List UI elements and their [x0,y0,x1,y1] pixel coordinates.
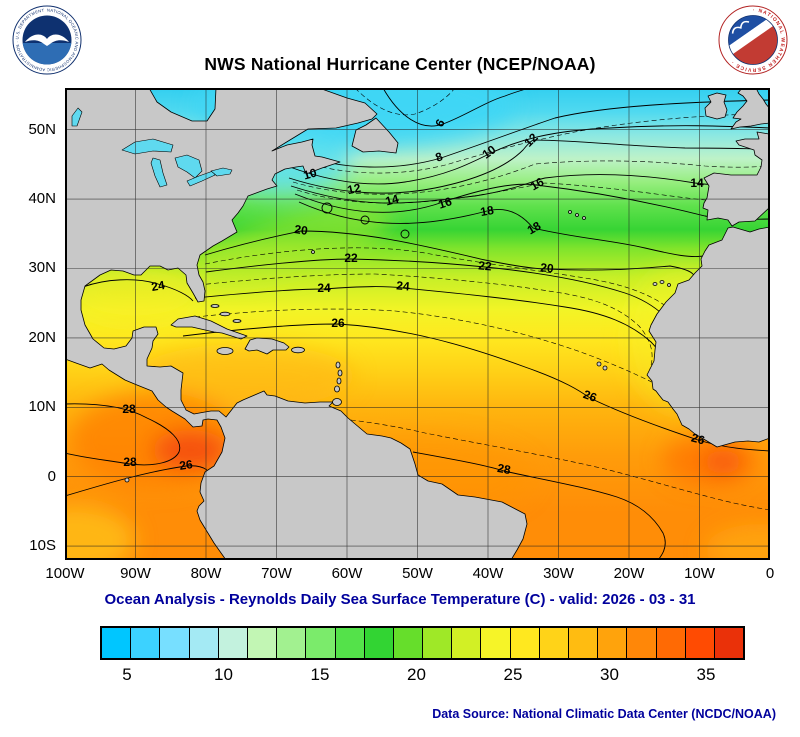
colorbar-cell [452,628,482,658]
x-axis-tick-label: 50W [402,565,433,582]
colorbar-cell [218,628,248,658]
nws-logo-icon: · NATIONAL WEATHER SERVICE · [718,5,788,75]
map-border [65,88,770,560]
y-axis-tick-label: 10S [29,537,56,555]
x-axis-tick-label: 10W [684,565,715,582]
colorbar-tick-label: 25 [503,665,523,684]
colorbar-cell [364,628,394,658]
lake-superior [121,138,174,155]
cuba [170,315,248,340]
colorbar-cell [685,628,715,658]
colorbar-cell [423,628,453,658]
lake-erie [186,170,216,187]
y-axis-tick-label: 40N [28,190,56,208]
y-axis-tick-label: 10N [28,398,56,416]
great-britain [730,88,770,130]
y-axis-tick-label: 50N [28,120,56,138]
x-axis-tick-label: 100W [45,565,85,582]
colorbar-cell [656,628,686,658]
colorbar-cell [481,628,511,658]
x-axis-tick-label: 70W [261,565,292,582]
galapagos [124,477,130,483]
y-axis-tick-label: 20N [28,328,56,346]
great-lakes [71,107,233,188]
noaa-logo: NATIONAL OCEANIC AND ATMOSPHERIC ADMINIS… [10,1,82,75]
colorbar-cell [598,628,628,658]
lake-ontario [210,167,233,177]
lake-huron [174,154,203,179]
puerto-rico [291,346,305,354]
grid-lines [65,88,770,560]
colorbar-cell [714,628,744,658]
colorbar-tick-label: 5 [122,665,132,684]
lake-winnipeg [71,107,83,127]
lake-michigan [150,157,168,188]
y-axis-tick-label: 30N [28,259,56,277]
x-axis-tick-label: 60W [331,565,363,582]
ireland [704,92,728,120]
x-axis-tick-label: 20W [613,565,645,582]
trinidad [332,398,342,406]
colorbar-cell [539,628,569,658]
bermuda [311,250,315,254]
colorbar-cell [306,628,336,658]
colorbar-cell [510,628,540,658]
map-caption: Ocean Analysis - Reynolds Daily Sea Surf… [104,591,696,608]
colorbar-cell [131,628,161,658]
colorbar-tick-label: 10 [214,665,233,684]
iberia-france [702,131,770,227]
colorbar-cell [102,628,132,658]
americas-landmass [65,88,528,560]
nws-logo: · NATIONAL WEATHER SERVICE · [718,5,788,75]
noaa-logo-icon: NATIONAL OCEANIC AND ATMOSPHERIC ADMINIS… [10,1,82,75]
colorbar-cell [247,628,278,658]
x-axis-tick-label: 90W [120,565,151,582]
colorbar-tick-label: 35 [696,665,716,684]
x-axis-tick-label: 40W [472,565,504,582]
jamaica [216,347,234,355]
x-axis-tick-label: 30W [543,565,574,582]
colorbar-cell [160,628,190,658]
colorbar-tick-label: 15 [310,665,330,684]
hispaniola [244,337,290,355]
temperature-colorbar [100,626,745,660]
colorbar-tick-label: 30 [600,665,619,684]
colorbar-cell [393,628,424,658]
page-title: NWS National Hurricane Center (NCEP/NOAA… [204,54,596,74]
colorbar-cell [569,628,599,658]
sst-map-canvas [65,88,770,560]
x-axis-tick-label: 80W [190,565,222,582]
africa [646,226,770,448]
colorbar-cell [335,628,365,658]
colorbar-cell [189,628,219,658]
newfoundland [351,117,399,154]
colorbar-tick-label: 20 [407,665,426,684]
x-axis-tick-label: 0 [765,565,775,582]
y-axis-tick-label: 0 [47,467,56,485]
data-source-note: Data Source: National Climatic Data Cent… [432,707,776,721]
landmass [65,88,770,560]
colorbar-cell [277,628,307,658]
sst-map: 6 8 10 12 10 12 14 14 16 16 18 18 20 20 22 22 24 24 24 26 26… [65,88,770,560]
colorbar-cell [627,628,657,658]
